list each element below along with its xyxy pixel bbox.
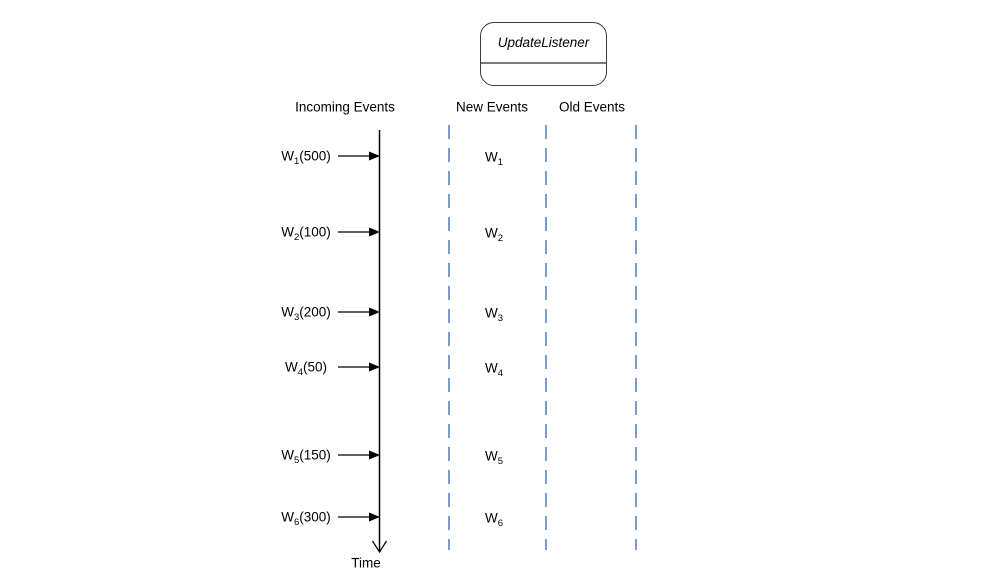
event-index: 2: [293, 232, 300, 244]
event-index: 3: [497, 313, 504, 325]
event-index: 5: [497, 456, 504, 468]
event-name: W: [484, 448, 498, 464]
incoming-event-label-w4: W4(50): [256, 359, 356, 379]
event-index: 4: [297, 367, 304, 379]
event-name: W: [281, 447, 294, 463]
event-name: W: [281, 148, 294, 164]
event-arrow-w3: [338, 307, 380, 317]
event-index: 5: [293, 455, 300, 467]
event-name: W: [484, 360, 498, 376]
new-event-label-w6: W6: [464, 510, 524, 530]
event-arrow-w1: [338, 151, 380, 161]
event-arrow-w6: [338, 512, 380, 522]
event-size: (50): [303, 359, 328, 375]
time-axis-label: Time: [351, 555, 381, 571]
event-name: W: [281, 304, 294, 320]
time-axis-arrowhead-icon: [371, 540, 388, 554]
event-size: (100): [299, 224, 331, 240]
event-name: W: [284, 359, 298, 375]
event-size: (200): [299, 304, 331, 320]
event-name: W: [484, 225, 498, 241]
column-header-old-events: Old Events: [558, 99, 626, 115]
event-arrow-w5: [338, 450, 380, 460]
event-arrow-w4: [338, 362, 380, 372]
new-event-label-w1: W1: [464, 149, 524, 169]
event-name: W: [484, 149, 498, 165]
incoming-event-label-w2: W2(100): [256, 224, 356, 244]
event-arrow-w2: [338, 227, 380, 237]
event-name: W: [484, 305, 498, 321]
event-index: 2: [497, 233, 504, 245]
new-event-label-w5: W5: [464, 448, 524, 468]
incoming-event-label-w5: W5(150): [256, 447, 356, 467]
event-index: 1: [293, 156, 300, 168]
incoming-event-label-w3: W3(200): [256, 304, 356, 324]
event-size: (300): [299, 509, 331, 525]
event-index: 4: [497, 368, 504, 380]
update-listener-box: UpdateListener: [480, 22, 607, 86]
event-size: (500): [299, 148, 331, 164]
event-size: (150): [299, 447, 331, 463]
event-index: 1: [497, 157, 504, 169]
event-name: W: [281, 509, 294, 525]
event-index: 3: [293, 312, 300, 324]
new-event-label-w2: W2: [464, 225, 524, 245]
column-header-new-events: New Events: [455, 99, 529, 115]
event-name: W: [281, 224, 294, 240]
new-event-label-w4: W4: [464, 360, 524, 380]
incoming-event-label-w1: W1(500): [256, 148, 356, 168]
event-index: 6: [293, 517, 300, 529]
update-listener-divider: [481, 62, 606, 64]
column-header-incoming-events: Incoming Events: [295, 99, 395, 115]
event-index: 6: [497, 518, 504, 530]
incoming-event-label-w6: W6(300): [256, 509, 356, 529]
update-listener-title: UpdateListener: [497, 35, 590, 50]
event-name: W: [484, 510, 498, 526]
new-event-label-w3: W3: [464, 305, 524, 325]
